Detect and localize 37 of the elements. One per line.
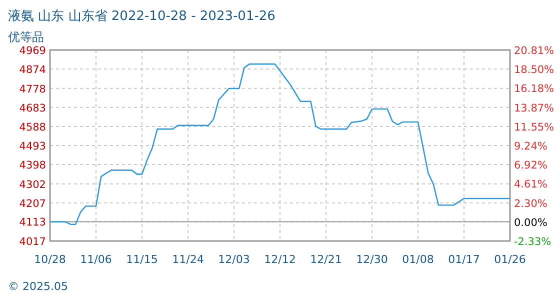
y2-tick-label: 2.30% bbox=[514, 198, 548, 210]
y-tick-label: 4874 bbox=[19, 64, 46, 76]
y-tick-label: 4398 bbox=[19, 160, 46, 172]
y2-tick-label: 0.00% bbox=[514, 216, 548, 229]
x-tick-label: 11/24 bbox=[172, 253, 204, 266]
y2-tick-label: 18.50% bbox=[514, 64, 554, 76]
x-tick-label: 12/03 bbox=[218, 253, 250, 266]
y-tick-label: 4017 bbox=[19, 236, 46, 248]
text: © 2025.05 bbox=[8, 280, 68, 293]
y2-tick-label: 16.18% bbox=[514, 83, 554, 96]
y-tick-label: 4493 bbox=[19, 140, 46, 152]
y2-tick-label: 6.92% bbox=[514, 160, 548, 172]
y-tick-label: 4207 bbox=[19, 198, 46, 210]
x-tick-label: 01/08 bbox=[402, 253, 434, 266]
y2-tick-label: 20.81% bbox=[514, 45, 554, 57]
chart-subtitle: 优等品 bbox=[8, 30, 44, 44]
y2-tick-label: 4.61% bbox=[514, 178, 548, 191]
y-tick-label: 4683 bbox=[19, 102, 46, 114]
x-tick-label: 12/21 bbox=[310, 253, 342, 266]
x-tick-label: 01/17 bbox=[448, 253, 480, 266]
y-tick-label: 4302 bbox=[19, 178, 46, 191]
y-tick-label: 4113 bbox=[19, 216, 46, 229]
y2-tick-label: 13.87% bbox=[514, 102, 554, 114]
line-series bbox=[49, 63, 511, 225]
y-tick-label: 4778 bbox=[19, 83, 46, 96]
x-tick-label: 11/15 bbox=[126, 253, 158, 266]
y2-tick-label: 11.55% bbox=[514, 121, 554, 134]
x-tick-label: 01/26 bbox=[494, 253, 526, 266]
y-tick-label: 4969 bbox=[19, 45, 46, 57]
x-tick-label: 11/06 bbox=[80, 253, 112, 266]
y2-tick-label: 9.24% bbox=[514, 140, 548, 152]
y-tick-label: 4588 bbox=[19, 121, 46, 134]
x-tick-label: 12/12 bbox=[264, 253, 296, 266]
chart-title: 液氨 山东 山东省 2022-10-28 - 2023-01-26 bbox=[8, 9, 276, 24]
x-tick-label: 10/28 bbox=[34, 253, 66, 266]
y2-tick-label: -2.33% bbox=[514, 236, 552, 248]
x-tick-label: 12/30 bbox=[356, 253, 388, 266]
